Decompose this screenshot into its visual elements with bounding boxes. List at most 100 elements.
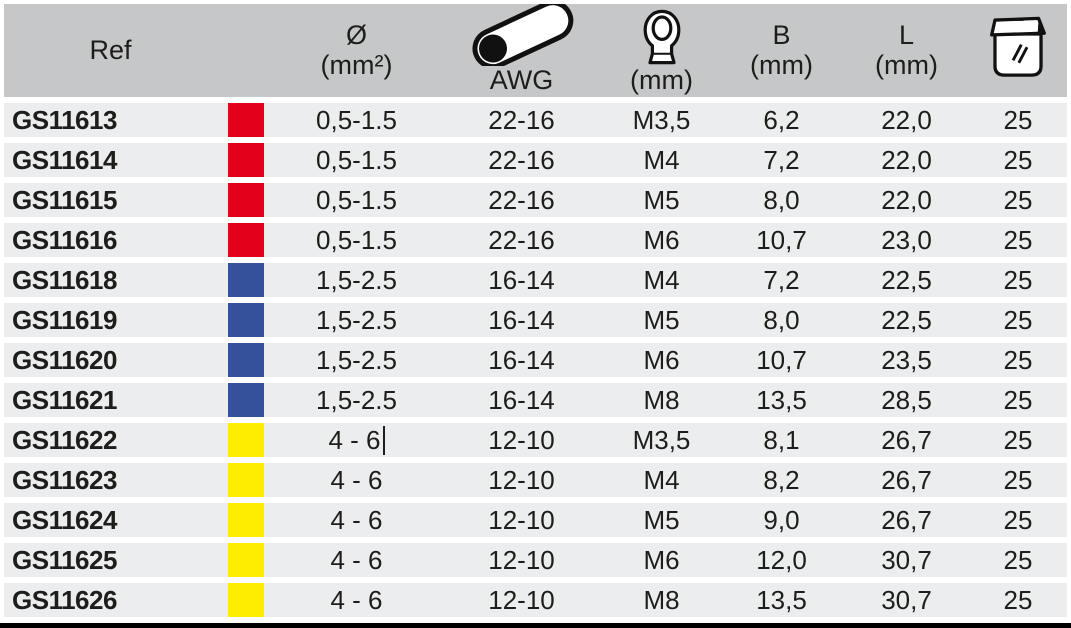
ref-cell: GS11620 (12, 344, 117, 375)
header-l: L (mm) (844, 4, 969, 97)
color-swatch-cell (217, 263, 274, 297)
thread-size-cell: M4 (643, 464, 680, 495)
awg-cell: 16-14 (488, 344, 555, 375)
header-awg: AWG (439, 4, 604, 97)
ref-cell: GS11616 (12, 224, 117, 255)
color-swatch-cell (217, 343, 274, 377)
cable-icon (462, 4, 582, 66)
color-swatch-cell (217, 103, 274, 137)
l-dimension-cell: 30,7 (881, 584, 932, 615)
table-row: GS11614 0,5-1.5 22-16 M4 7,2 22,0 25 (4, 143, 1067, 177)
ref-cell: GS11614 (12, 144, 117, 175)
l-dimension-cell: 26,7 (881, 504, 932, 535)
ref-cell: GS11621 (12, 384, 117, 415)
thread-size-cell: M5 (643, 504, 680, 535)
header-diameter-unit: (mm²) (320, 49, 393, 80)
l-dimension-cell: 23,0 (881, 224, 932, 255)
color-swatch (227, 183, 264, 217)
color-swatch (227, 143, 264, 177)
qty-cell: 25 (1003, 384, 1033, 415)
awg-cell: 12-10 (488, 584, 555, 615)
header-b-symbol: B (772, 20, 791, 51)
color-swatch (227, 103, 264, 137)
awg-cell: 22-16 (488, 224, 555, 255)
qty-cell: 25 (1003, 224, 1033, 255)
ref-cell: GS11626 (12, 584, 117, 615)
color-swatch (227, 423, 264, 457)
header-awg-label: AWG (489, 65, 554, 95)
diameter-cell: 4 - 6 (330, 464, 383, 495)
thread-size-cell: M8 (643, 384, 680, 415)
color-swatch (227, 583, 264, 617)
table-row: GS11623 4 - 6 12-10 M4 8,2 26,7 25 (4, 463, 1067, 497)
diameter-cell: 4 - 6 (330, 504, 383, 535)
header-b: B (mm) (719, 4, 844, 97)
color-swatch-cell (217, 583, 274, 617)
qty-cell: 25 (1003, 264, 1033, 295)
l-dimension-cell: 26,7 (881, 424, 932, 455)
color-swatch-cell (217, 303, 274, 337)
color-swatch (227, 223, 264, 257)
table-header: Ref Ø (mm²) AWG (4, 4, 1067, 97)
diameter-cell: 1,5-2.5 (316, 304, 397, 335)
diameter-cell: 1,5-2.5 (316, 344, 397, 375)
b-dimension-cell: 8,2 (763, 464, 800, 495)
color-swatch (227, 463, 264, 497)
qty-cell: 25 (1003, 424, 1033, 455)
l-dimension-cell: 26,7 (881, 464, 932, 495)
thread-size-cell: M6 (643, 544, 680, 575)
awg-cell: 12-10 (488, 504, 555, 535)
table-row: GS11616 0,5-1.5 22-16 M6 10,7 23,0 25 (4, 223, 1067, 257)
diameter-cell: 4 - 6 (330, 544, 383, 575)
ring-terminal-icon (638, 8, 686, 66)
color-swatch-cell (217, 423, 274, 457)
table-row: GS11613 0,5-1.5 22-16 M3,5 6,2 22,0 25 (4, 103, 1067, 137)
ref-cell: GS11625 (12, 544, 117, 575)
thread-size-cell: M6 (643, 344, 680, 375)
table-row: GS11624 4 - 6 12-10 M5 9,0 26,7 25 (4, 503, 1067, 537)
ref-cell: GS11624 (12, 504, 117, 535)
b-dimension-cell: 12,0 (756, 544, 807, 575)
awg-cell: 12-10 (488, 464, 555, 495)
qty-cell: 25 (1003, 304, 1033, 335)
color-swatch-cell (217, 463, 274, 497)
thread-size-cell: M4 (643, 144, 680, 175)
thread-size-cell: M8 (643, 584, 680, 615)
diameter-cell: 1,5-2.5 (316, 264, 397, 295)
l-dimension-cell: 28,5 (881, 384, 932, 415)
b-dimension-cell: 8,1 (763, 424, 800, 455)
l-dimension-cell: 22,5 (881, 304, 932, 335)
awg-cell: 16-14 (488, 384, 555, 415)
ref-cell: GS11619 (12, 304, 117, 335)
thread-size-cell: M5 (643, 184, 680, 215)
ref-cell: GS11615 (12, 184, 117, 215)
b-dimension-cell: 7,2 (763, 264, 800, 295)
l-dimension-cell: 22,5 (881, 264, 932, 295)
header-qty (969, 4, 1067, 97)
text-cursor (382, 425, 385, 455)
b-dimension-cell: 8,0 (763, 304, 800, 335)
header-l-symbol: L (898, 20, 915, 51)
header-ref-label: Ref (89, 35, 132, 65)
table-row: GS11619 1,5-2.5 16-14 M5 8,0 22,5 25 (4, 303, 1067, 337)
table-row: GS11625 4 - 6 12-10 M6 12,0 30,7 25 (4, 543, 1067, 577)
b-dimension-cell: 7,2 (763, 144, 800, 175)
thread-size-cell: M5 (643, 304, 680, 335)
color-swatch-cell (217, 383, 274, 417)
qty-cell: 25 (1003, 184, 1033, 215)
l-dimension-cell: 22,0 (881, 104, 932, 135)
ref-cell: GS11618 (12, 264, 117, 295)
table-row: GS11620 1,5-2.5 16-14 M6 10,7 23,5 25 (4, 343, 1067, 377)
ref-cell: GS11622 (12, 424, 117, 455)
awg-cell: 12-10 (488, 544, 555, 575)
table-bottom-rule (0, 623, 1071, 628)
awg-cell: 12-10 (488, 424, 555, 455)
b-dimension-cell: 9,0 (763, 504, 800, 535)
l-dimension-cell: 22,0 (881, 144, 932, 175)
diameter-cell: 0,5-1.5 (316, 224, 397, 255)
table-row: GS11615 0,5-1.5 22-16 M5 8,0 22,0 25 (4, 183, 1067, 217)
awg-cell: 16-14 (488, 304, 555, 335)
b-dimension-cell: 8,0 (763, 184, 800, 215)
b-dimension-cell: 13,5 (756, 584, 807, 615)
